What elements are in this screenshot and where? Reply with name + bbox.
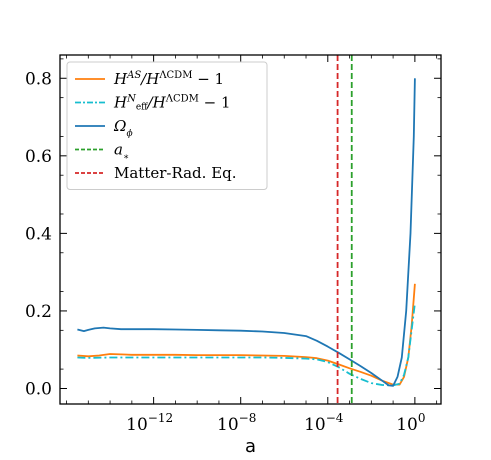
legend-label-omega_phi: Ωϕ [113, 117, 133, 139]
series-line-h_neff [77, 303, 416, 387]
legend-label-mr_eq: Matter-Rad. Eq. [114, 164, 237, 182]
legend-part-main: a [114, 141, 123, 159]
x-tick-exponent: −4 [326, 411, 344, 425]
legend-part-mid: /H [146, 94, 167, 112]
x-tick-label: 10−4 [304, 411, 344, 435]
legend-part-sup2: ΛCDM [158, 70, 192, 81]
x-tick-exponent: 0 [418, 411, 426, 425]
legend-part-sup2: ΛCDM [165, 94, 199, 105]
legend-part-sub1: ϕ [126, 129, 132, 139]
legend-label-h_as: HAS/HΛCDM − 1 [113, 70, 224, 88]
legend-part-sub1: ∗ [123, 153, 129, 163]
legend-part-main: Matter-Rad. Eq. [114, 164, 237, 182]
y-tick-label: 0.0 [25, 379, 52, 399]
x-tick-label: 10−12 [126, 411, 173, 435]
legend-part-main: Ω [113, 117, 126, 135]
series-line-omega_phi [77, 78, 416, 387]
y-tick-label: 0.2 [25, 302, 52, 322]
x-tick-exponent: −8 [239, 411, 257, 425]
x-tick-label: 10−8 [217, 411, 256, 435]
legend-part-mid: /H [139, 70, 160, 88]
y-tick-label: 0.4 [25, 224, 52, 244]
y-tick-label: 0.8 [25, 69, 52, 89]
x-tick-base: 10 [217, 415, 239, 435]
legend-label-a_star: a∗ [114, 141, 129, 163]
x-tick-exponent: −12 [148, 411, 173, 425]
y-tick-label: 0.6 [25, 147, 52, 167]
series-layer [77, 78, 416, 387]
vline-layer [336, 55, 353, 404]
legend-part-tail: − 1 [199, 94, 231, 112]
legend-part-main: H [113, 94, 128, 112]
x-tick-base: 10 [396, 415, 418, 435]
legend-part-sup1: AS [126, 70, 141, 81]
x-tick-base: 10 [304, 415, 326, 435]
legend-label-h_neff: HNeff/HΛCDM − 1 [113, 94, 231, 113]
legend-box [66, 61, 268, 190]
x-axis-title: a [245, 436, 256, 457]
x-tick-label: 100 [396, 411, 425, 435]
x-tick-base: 10 [126, 415, 148, 435]
legend-part-sup1: N [126, 94, 137, 105]
legend-part-sub1: eff [136, 103, 148, 113]
legend-part-main: H [113, 70, 128, 88]
plot-frame [59, 54, 442, 405]
legend-part-tail: − 1 [192, 70, 224, 88]
